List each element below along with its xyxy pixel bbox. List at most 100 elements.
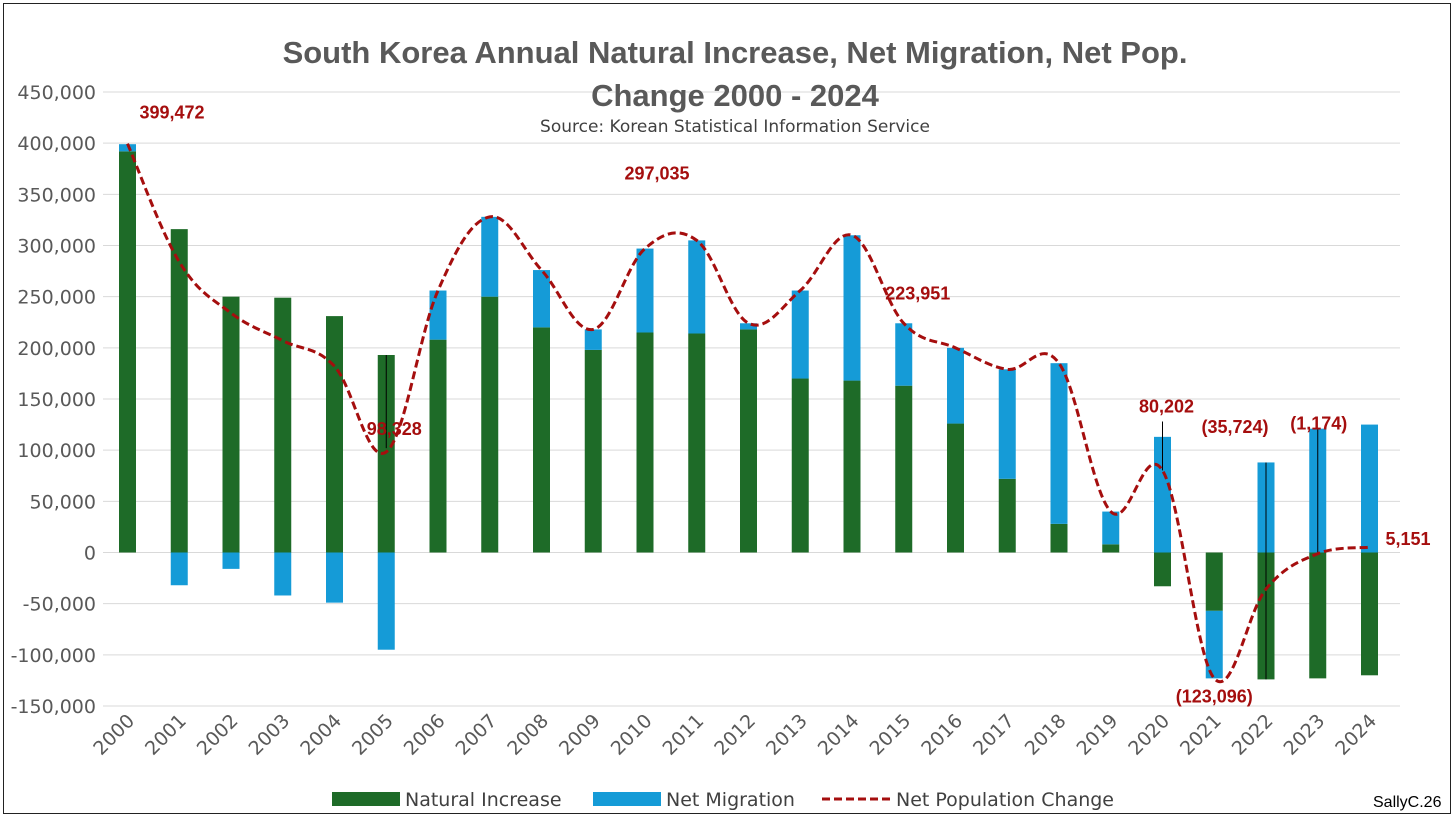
bar-natural-increase bbox=[584, 349, 602, 553]
x-tick-label: 2010 bbox=[607, 710, 657, 760]
annotation-leaders bbox=[385, 354, 1319, 680]
bar-natural-increase bbox=[636, 332, 654, 553]
y-tick-label: 100,000 bbox=[17, 440, 96, 462]
x-tick-label: 2009 bbox=[555, 710, 605, 760]
bar-net-migration bbox=[947, 347, 964, 424]
chart-subtitle: Source: Korean Statistical Information S… bbox=[540, 117, 930, 137]
y-tick-label: -150,000 bbox=[11, 696, 96, 718]
x-tick-label: 2006 bbox=[400, 710, 450, 760]
bar-net-migration bbox=[119, 144, 136, 152]
legend-label-natural-increase: Natural Increase bbox=[405, 789, 562, 811]
bar-natural-increase bbox=[1050, 523, 1068, 553]
bar-natural-increase bbox=[1154, 552, 1171, 587]
data-label: 5,151 bbox=[1386, 529, 1431, 549]
bar-natural-increase bbox=[533, 327, 550, 553]
data-label: (123,096) bbox=[1176, 686, 1253, 706]
y-tick-label: 400,000 bbox=[17, 133, 96, 155]
x-axis-ticks: 2000 2001 2002 2003 2004 2005 2006 2007 2008 2009… bbox=[89, 710, 1381, 760]
annotations: 399,472 98,328 297,035 223,951 80,202 (123,09… bbox=[140, 103, 1431, 707]
x-tick-label: 2000 bbox=[89, 710, 139, 760]
x-tick-label: 2008 bbox=[503, 710, 553, 760]
legend-swatch-net-migration bbox=[593, 792, 661, 806]
bar-net-migration bbox=[688, 240, 706, 334]
y-tick-label: 350,000 bbox=[17, 184, 96, 206]
bar-net-migration bbox=[481, 216, 499, 297]
chart-title-line1: South Korea Annual Natural Increase, Net… bbox=[283, 35, 1188, 70]
bar-natural-increase bbox=[1205, 552, 1223, 611]
bar-net-migration bbox=[1102, 511, 1120, 545]
bar-natural-increase bbox=[998, 478, 1016, 553]
bar-net-migration bbox=[1205, 610, 1223, 679]
bar-net-migration bbox=[1361, 424, 1378, 553]
bar-natural-increase bbox=[377, 354, 395, 553]
bar-natural-increase bbox=[222, 296, 240, 553]
x-tick-label: 2001 bbox=[141, 710, 191, 760]
y-tick-label: 50,000 bbox=[30, 491, 96, 513]
x-tick-label: 2016 bbox=[917, 710, 967, 760]
bar-natural-increase bbox=[843, 380, 861, 553]
bar-net-migration bbox=[1050, 363, 1068, 524]
data-label: (35,724) bbox=[1201, 417, 1268, 437]
x-tick-label: 2017 bbox=[969, 710, 1019, 760]
chart-frame bbox=[3, 3, 1451, 814]
bar-natural-increase bbox=[688, 333, 706, 553]
bar-natural-increase bbox=[170, 229, 188, 553]
legend-label-net-migration: Net Migration bbox=[666, 789, 795, 811]
bar-natural-increase bbox=[791, 378, 809, 553]
bar-net-migration bbox=[740, 323, 757, 330]
chart-title-line2: Change 2000 - 2024 bbox=[591, 78, 880, 113]
y-tick-label: 250,000 bbox=[17, 287, 96, 309]
bar-net-migration bbox=[170, 552, 188, 586]
bars bbox=[119, 144, 1378, 680]
x-tick-label: 2004 bbox=[296, 710, 346, 760]
x-tick-label: 2019 bbox=[1073, 710, 1123, 760]
bar-net-migration bbox=[533, 270, 550, 328]
net-population-change-line bbox=[126, 143, 1370, 684]
x-tick-label: 2005 bbox=[348, 710, 398, 760]
bar-natural-increase bbox=[481, 296, 499, 553]
x-tick-label: 2021 bbox=[1176, 710, 1226, 760]
bar-natural-increase bbox=[326, 316, 343, 553]
x-tick-label: 2002 bbox=[193, 710, 243, 760]
y-tick-label: 150,000 bbox=[17, 389, 96, 411]
y-tick-label: 200,000 bbox=[17, 338, 96, 360]
x-tick-label: 2014 bbox=[814, 710, 864, 760]
bar-natural-increase bbox=[119, 151, 136, 553]
x-tick-label: 2020 bbox=[1124, 710, 1174, 760]
y-tick-label: 0 bbox=[84, 543, 96, 565]
x-tick-label: 2013 bbox=[762, 710, 812, 760]
data-label: 297,035 bbox=[624, 164, 689, 184]
x-tick-label: 2003 bbox=[245, 710, 295, 760]
bar-natural-increase bbox=[947, 423, 964, 553]
legend: Natural Increase Net Migration Net Popul… bbox=[332, 789, 1114, 811]
data-label: 98,328 bbox=[367, 419, 422, 439]
data-label: (1,174) bbox=[1290, 414, 1347, 434]
bar-net-migration bbox=[222, 552, 240, 569]
bar-net-migration bbox=[843, 235, 861, 381]
bar-net-migration bbox=[636, 248, 654, 333]
bar-net-migration bbox=[429, 290, 447, 340]
legend-swatch-natural-increase bbox=[332, 792, 400, 806]
y-tick-label: -50,000 bbox=[23, 594, 96, 616]
y-tick-label: 450,000 bbox=[17, 82, 96, 104]
data-label: 223,951 bbox=[885, 283, 950, 303]
bar-net-migration bbox=[377, 552, 395, 650]
x-tick-label: 2015 bbox=[866, 710, 916, 760]
net-population-line bbox=[126, 143, 1370, 684]
bar-natural-increase bbox=[740, 329, 757, 553]
bar-natural-increase bbox=[429, 339, 447, 553]
bar-natural-increase bbox=[1309, 552, 1327, 679]
data-label: 80,202 bbox=[1139, 396, 1194, 416]
x-tick-label: 2024 bbox=[1331, 710, 1381, 760]
bar-net-migration bbox=[895, 323, 913, 386]
y-tick-label: -100,000 bbox=[11, 645, 96, 667]
y-tick-label: 300,000 bbox=[17, 236, 96, 258]
bar-natural-increase bbox=[274, 297, 292, 553]
bar-net-migration bbox=[326, 552, 343, 603]
gridlines bbox=[103, 91, 1400, 707]
x-tick-label: 2023 bbox=[1280, 710, 1330, 760]
x-tick-label: 2007 bbox=[452, 710, 502, 760]
x-tick-label: 2012 bbox=[710, 710, 760, 760]
author-credit: SallyC.26 bbox=[1373, 794, 1442, 811]
